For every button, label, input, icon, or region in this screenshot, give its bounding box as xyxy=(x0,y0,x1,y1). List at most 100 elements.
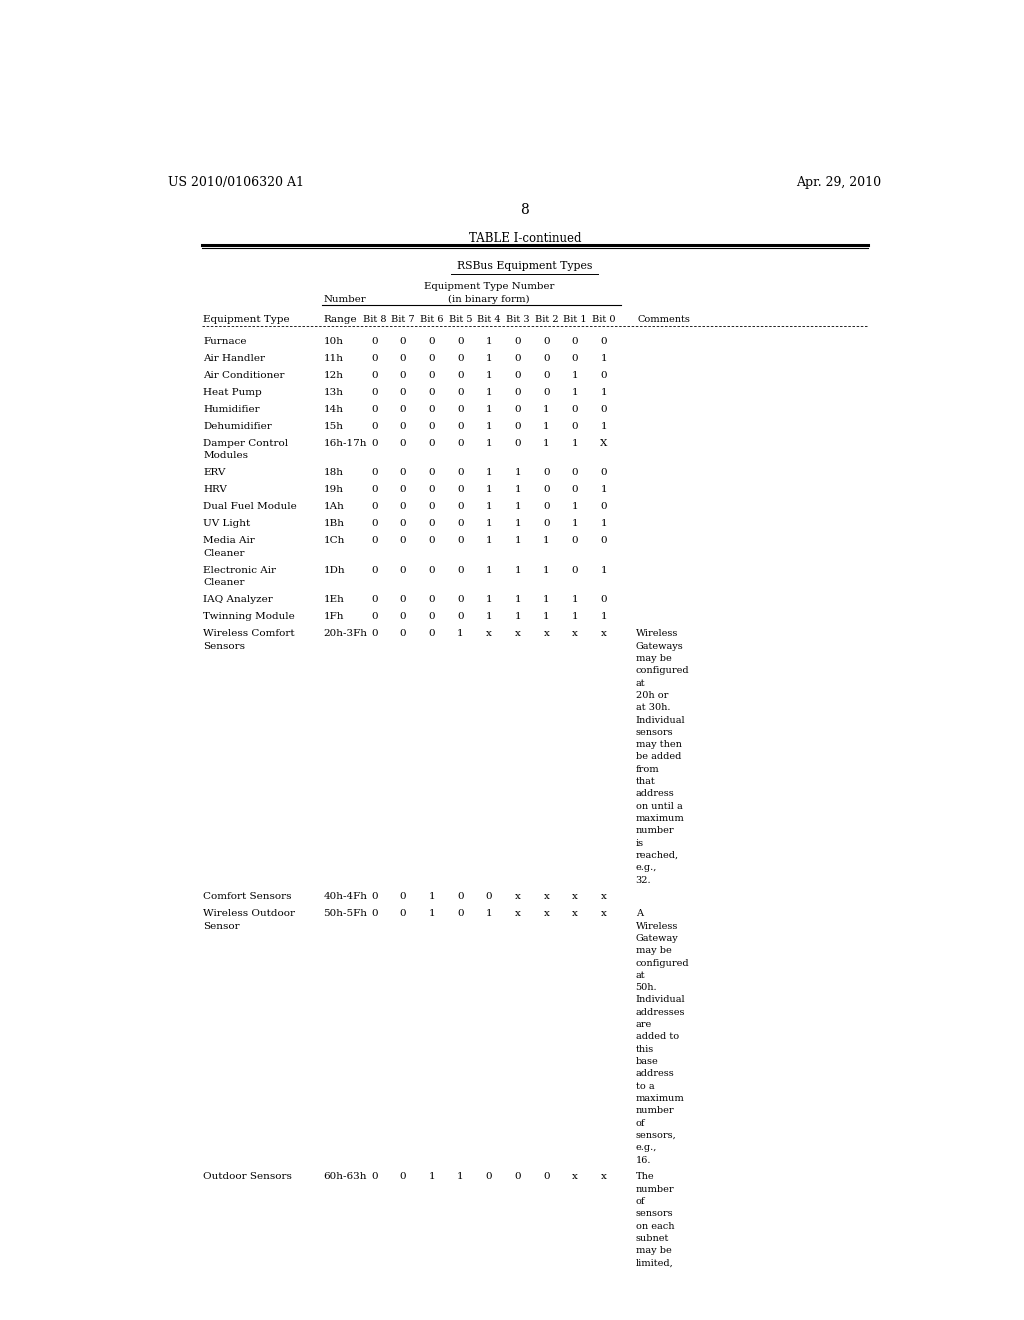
Text: x: x xyxy=(572,630,579,639)
Text: 0: 0 xyxy=(399,1172,407,1181)
Text: 0: 0 xyxy=(371,388,378,397)
Text: sensors: sensors xyxy=(636,727,673,737)
Text: 1: 1 xyxy=(600,566,607,574)
Text: 1: 1 xyxy=(571,502,579,511)
Text: 1Ah: 1Ah xyxy=(324,502,344,511)
Text: Wireless Outdoor: Wireless Outdoor xyxy=(203,909,295,919)
Text: 1: 1 xyxy=(571,519,579,528)
Text: 1: 1 xyxy=(485,337,493,346)
Text: 0: 0 xyxy=(571,536,579,545)
Text: 1: 1 xyxy=(600,422,607,430)
Text: The: The xyxy=(636,1172,654,1181)
Text: 0: 0 xyxy=(543,354,550,363)
Text: Cleaner: Cleaner xyxy=(203,549,245,558)
Text: Apr. 29, 2010: Apr. 29, 2010 xyxy=(797,176,882,189)
Text: 0: 0 xyxy=(428,502,435,511)
Text: Bit 0: Bit 0 xyxy=(592,314,615,323)
Text: 13h: 13h xyxy=(324,388,343,397)
Text: US 2010/0106320 A1: US 2010/0106320 A1 xyxy=(168,176,304,189)
Text: Damper Control: Damper Control xyxy=(203,438,289,447)
Text: 0: 0 xyxy=(571,469,579,478)
Text: 1: 1 xyxy=(428,1172,435,1181)
Text: Heat Pump: Heat Pump xyxy=(203,388,262,397)
Text: this: this xyxy=(636,1045,654,1053)
Text: x: x xyxy=(515,630,521,639)
Text: 32.: 32. xyxy=(636,875,651,884)
Text: 0: 0 xyxy=(600,337,607,346)
Text: 0: 0 xyxy=(543,337,550,346)
Text: 60h-63h: 60h-63h xyxy=(324,1172,367,1181)
Text: 0: 0 xyxy=(571,354,579,363)
Text: 1: 1 xyxy=(485,371,493,380)
Text: subnet: subnet xyxy=(636,1234,669,1243)
Text: Electronic Air: Electronic Air xyxy=(203,566,276,574)
Text: Furnace: Furnace xyxy=(203,337,247,346)
Text: 1: 1 xyxy=(457,1172,464,1181)
Text: 0: 0 xyxy=(371,405,378,413)
Text: on each: on each xyxy=(636,1221,674,1230)
Text: Range: Range xyxy=(324,314,357,323)
Text: 0: 0 xyxy=(485,892,493,902)
Text: 1: 1 xyxy=(485,595,493,605)
Text: 0: 0 xyxy=(428,595,435,605)
Text: 0: 0 xyxy=(399,422,407,430)
Text: Bit 3: Bit 3 xyxy=(506,314,529,323)
Text: 1: 1 xyxy=(571,388,579,397)
Text: 0: 0 xyxy=(457,422,464,430)
Text: 0: 0 xyxy=(399,438,407,447)
Text: 0: 0 xyxy=(428,354,435,363)
Text: 0: 0 xyxy=(428,469,435,478)
Text: 1: 1 xyxy=(514,536,521,545)
Text: 1: 1 xyxy=(485,566,493,574)
Text: 1: 1 xyxy=(600,486,607,494)
Text: Air Conditioner: Air Conditioner xyxy=(203,371,285,380)
Text: number: number xyxy=(636,1184,674,1193)
Text: Gateways: Gateways xyxy=(636,642,683,651)
Text: 0: 0 xyxy=(571,405,579,413)
Text: 1: 1 xyxy=(600,612,607,622)
Text: Comfort Sensors: Comfort Sensors xyxy=(203,892,292,902)
Text: 50h-5Fh: 50h-5Fh xyxy=(324,909,368,919)
Text: 1: 1 xyxy=(485,536,493,545)
Text: 0: 0 xyxy=(457,519,464,528)
Text: Sensors: Sensors xyxy=(203,642,245,651)
Text: 0: 0 xyxy=(371,1172,378,1181)
Text: 0: 0 xyxy=(371,486,378,494)
Text: 1Fh: 1Fh xyxy=(324,612,344,622)
Text: 0: 0 xyxy=(457,909,464,919)
Text: (in binary form): (in binary form) xyxy=(449,294,530,304)
Text: 0: 0 xyxy=(514,388,521,397)
Text: 0: 0 xyxy=(428,536,435,545)
Text: 0: 0 xyxy=(457,371,464,380)
Text: 0: 0 xyxy=(485,1172,493,1181)
Text: 0: 0 xyxy=(514,422,521,430)
Text: 1: 1 xyxy=(543,595,550,605)
Text: 1: 1 xyxy=(571,612,579,622)
Text: 0: 0 xyxy=(371,502,378,511)
Text: 1: 1 xyxy=(485,438,493,447)
Text: 0: 0 xyxy=(457,469,464,478)
Text: 0: 0 xyxy=(600,469,607,478)
Text: 1Dh: 1Dh xyxy=(324,566,345,574)
Text: A: A xyxy=(636,909,643,919)
Text: 1: 1 xyxy=(514,469,521,478)
Text: 1: 1 xyxy=(514,519,521,528)
Text: 15h: 15h xyxy=(324,422,343,430)
Text: HRV: HRV xyxy=(203,486,227,494)
Text: 0: 0 xyxy=(428,566,435,574)
Text: 20h or: 20h or xyxy=(636,690,668,700)
Text: Dehumidifier: Dehumidifier xyxy=(203,422,272,430)
Text: 1: 1 xyxy=(600,519,607,528)
Text: 0: 0 xyxy=(399,892,407,902)
Text: 0: 0 xyxy=(371,595,378,605)
Text: 0: 0 xyxy=(399,566,407,574)
Text: IAQ Analyzer: IAQ Analyzer xyxy=(203,595,273,605)
Text: 1: 1 xyxy=(514,502,521,511)
Text: 11h: 11h xyxy=(324,354,343,363)
Text: 0: 0 xyxy=(543,371,550,380)
Text: Gateway: Gateway xyxy=(636,933,678,942)
Text: 1Ch: 1Ch xyxy=(324,536,345,545)
Text: UV Light: UV Light xyxy=(203,519,251,528)
Text: 8: 8 xyxy=(520,203,529,216)
Text: is: is xyxy=(636,838,644,847)
